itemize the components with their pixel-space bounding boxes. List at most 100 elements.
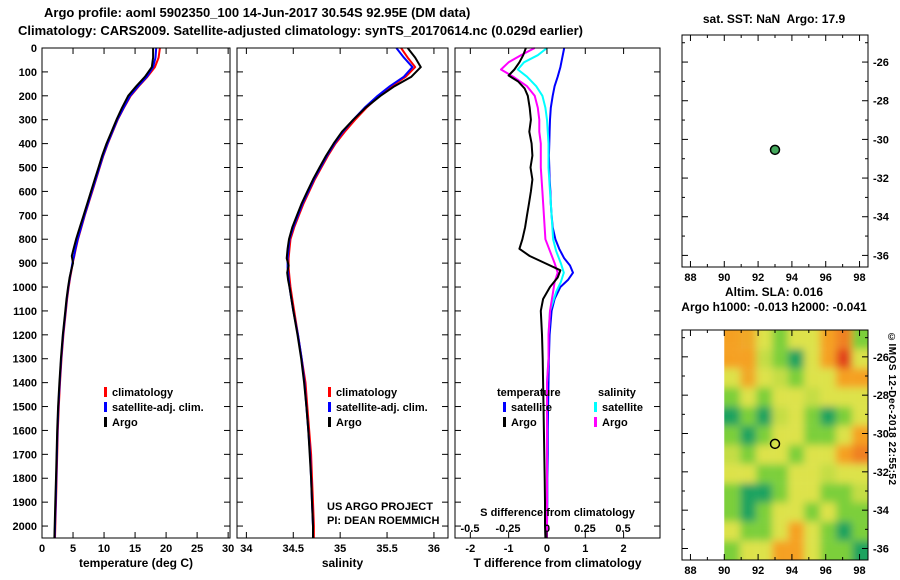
sdiff-tick-label: 0 [543, 523, 551, 535]
svg-text:100: 100 [19, 67, 37, 79]
svg-text:1900: 1900 [13, 497, 37, 509]
svg-text:700: 700 [19, 210, 37, 222]
s-satellite-line-swatch [594, 402, 597, 412]
svg-text:-26: -26 [873, 352, 889, 364]
climatology-line-swatch [104, 387, 107, 397]
pi-label: PI: DEAN ROEMMICH [327, 515, 440, 527]
svg-text:94: 94 [786, 565, 799, 577]
svg-text:900: 900 [19, 258, 37, 270]
svg-text:1400: 1400 [13, 378, 37, 390]
sdiff-legend-header: salinity [598, 387, 636, 399]
sdiff-tick-label: 0.25 [574, 523, 596, 535]
svg-text:94: 94 [786, 272, 799, 284]
svg-text:30: 30 [222, 543, 234, 555]
legend-label: satellite [511, 402, 552, 414]
t-argo-line-swatch [503, 417, 506, 427]
figure-subtitle: Climatology: CARS2009. Satellite-adjuste… [18, 23, 583, 38]
svg-text:1500: 1500 [13, 402, 37, 414]
legend-label: climatology [336, 387, 398, 399]
legend-label: satellite [602, 402, 643, 414]
legend-item-climatology: climatology [328, 386, 428, 401]
svg-text:2000: 2000 [13, 521, 37, 533]
svg-text:10: 10 [98, 543, 110, 555]
svg-text:-32: -32 [873, 467, 889, 479]
salinity-profile-chart: 34 34.5 35 35.5 36 [236, 47, 449, 555]
svg-text:98: 98 [853, 565, 865, 577]
legend-label: Argo [112, 417, 138, 429]
t-satellite-line-swatch [503, 402, 506, 412]
svg-text:0: 0 [31, 43, 37, 55]
argo-line-swatch [104, 417, 107, 427]
temperature-legend: climatology satellite-adj. clim. Argo [104, 386, 204, 431]
svg-text:0: 0 [544, 543, 550, 555]
salinity-legend: climatology satellite-adj. clim. Argo [328, 386, 428, 431]
svg-text:25: 25 [191, 543, 203, 555]
legend-item-s-argo: Argo [594, 416, 643, 431]
legend-item-t-satellite: satellite [503, 401, 561, 416]
svg-text:92: 92 [752, 272, 764, 284]
svg-text:600: 600 [19, 186, 37, 198]
legend-label: Argo [336, 417, 362, 429]
legend-item-satellite-adj-clim: satellite-adj. clim. [328, 401, 428, 416]
svg-text:-1: -1 [504, 543, 514, 555]
svg-text:1200: 1200 [13, 330, 37, 342]
svg-text:-2: -2 [465, 543, 475, 555]
svg-text:88: 88 [684, 272, 696, 284]
svg-text:5: 5 [70, 543, 76, 555]
svg-text:35: 35 [334, 543, 346, 555]
svg-text:-34: -34 [873, 212, 890, 224]
sdiff-tick-label: 0.5 [615, 523, 631, 535]
svg-text:1100: 1100 [13, 306, 37, 318]
svg-text:34.5: 34.5 [283, 543, 304, 555]
svg-text:-36: -36 [873, 544, 889, 556]
tdiff-axis-label: T difference from climatology [473, 556, 642, 570]
svg-text:1800: 1800 [13, 473, 37, 485]
legend-item-s-satellite: satellite [594, 401, 643, 416]
legend-label: satellite-adj. clim. [112, 402, 204, 414]
salinity-axis-label: salinity [321, 556, 364, 570]
legend-item-argo: Argo [328, 416, 428, 431]
argo-line-swatch [328, 417, 331, 427]
legend-item-climatology: climatology [104, 386, 204, 401]
svg-text:300: 300 [19, 115, 37, 127]
svg-text:88: 88 [684, 565, 696, 577]
legend-item-t-argo: Argo [503, 416, 561, 431]
temperature-axis-label: temperature (deg C) [78, 556, 194, 570]
svg-text:500: 500 [19, 163, 37, 175]
svg-text:96: 96 [820, 565, 832, 577]
sdiff-tick-label: -0.25 [495, 523, 521, 535]
sla-title: Altim. SLA: 0.016 [724, 285, 824, 299]
legend-label: climatology [112, 387, 174, 399]
svg-text:15: 15 [129, 543, 141, 555]
svg-text:-34: -34 [873, 505, 890, 517]
s-argo-line-swatch [594, 417, 597, 427]
svg-text:36: 36 [428, 543, 440, 555]
legend-label: Argo [511, 417, 537, 429]
copyright-stamp: ©IMOS 12-Dec-2018 22:55:52 [886, 332, 897, 486]
svg-text:96: 96 [820, 272, 832, 284]
satellite-clim-line-swatch [104, 402, 107, 412]
us-argo-project-label: US ARGO PROJECT [327, 501, 433, 513]
svg-text:0: 0 [39, 543, 45, 555]
svg-text:-32: -32 [873, 173, 889, 185]
float-location-map: 88 90 92 94 96 98 -26 -28 -30 -32 -34 -36 [681, 34, 890, 284]
satellite-clim-line-swatch [328, 402, 331, 412]
svg-text:-26: -26 [873, 57, 889, 69]
climatology-line-swatch [328, 387, 331, 397]
sdiff-axis-title: S difference from climatology [480, 507, 635, 519]
svg-text:2: 2 [621, 543, 627, 555]
svg-text:1300: 1300 [13, 354, 37, 366]
svg-text:-30: -30 [873, 134, 889, 146]
legend-item-satellite-adj-clim: satellite-adj. clim. [104, 401, 204, 416]
sdiff-legend-column: salinity satellite Argo [594, 386, 643, 431]
legend-item-argo: Argo [104, 416, 204, 431]
sla-heatmap-map: 88 90 92 94 96 98 -26 -28 -30 -32 -34 -36 [681, 329, 890, 577]
difference-profile-chart: -2 -1 0 1 2 [454, 47, 661, 555]
legend-label: Argo [602, 417, 628, 429]
svg-text:-28: -28 [873, 96, 889, 108]
sdiff-tick-label: -0.5 [460, 523, 480, 535]
svg-text:98: 98 [853, 272, 865, 284]
svg-text:1000: 1000 [13, 282, 37, 294]
figure-title: Argo profile: aoml 5902350_100 14-Jun-20… [44, 5, 471, 20]
